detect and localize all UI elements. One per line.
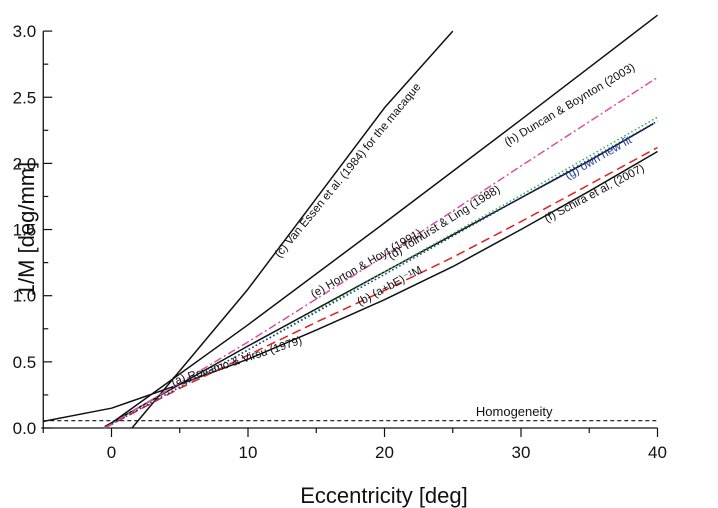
y-tick-label: 1.5 — [13, 221, 37, 240]
series-label-2: (c) Van Essen et al. (1984) for the maca… — [273, 81, 424, 260]
x-tick-label: 10 — [239, 443, 258, 462]
x-tick-label: 30 — [512, 443, 531, 462]
series-line-7 — [104, 76, 658, 429]
series-line-2 — [131, 30, 454, 429]
x-tick-label: 20 — [375, 443, 394, 462]
series-label-0: (a) Rovamo & Virsu (1979) — [170, 335, 304, 389]
series-label-3: (d) Tolhurst & Ling (1988) — [386, 184, 502, 263]
series-line-6 — [104, 120, 658, 429]
series-label-7: (h) Duncan & Boynton (2003) — [503, 61, 638, 148]
x-tick-label: 40 — [648, 443, 667, 462]
y-tick-label: 2.0 — [13, 154, 37, 173]
series-line-5 — [104, 146, 658, 429]
series-line-3 — [104, 14, 658, 429]
y-tick-label: 1.0 — [13, 287, 37, 306]
y-tick-label: 0.0 — [13, 419, 37, 438]
axes: 0 10 20 30 40 0.0 0.5 1.0 1.5 2.0 2.5 3.0 — [13, 22, 667, 462]
series-layer — [43, 14, 658, 429]
y-axis-title: 1/M [deg/mm] — [14, 162, 39, 296]
series-label-5: (f) Schira et al. (2007) — [543, 162, 647, 225]
x-tick-label: 0 — [107, 443, 116, 462]
series-label-8: Homogeneity — [476, 404, 553, 419]
series-label-4: (e) Horton & Hoyt (1991) — [309, 227, 424, 300]
series-labels: (a) Rovamo & Virsu (1979)(b) (a+bE)⁻¹M(c… — [170, 61, 647, 419]
x-axis-title: Eccentricity [deg] — [300, 483, 468, 508]
y-tick-label: 0.5 — [13, 353, 37, 372]
y-tick-label: 2.5 — [13, 88, 37, 107]
series-line-0 — [43, 150, 658, 423]
y-tick-label: 3.0 — [13, 22, 37, 41]
